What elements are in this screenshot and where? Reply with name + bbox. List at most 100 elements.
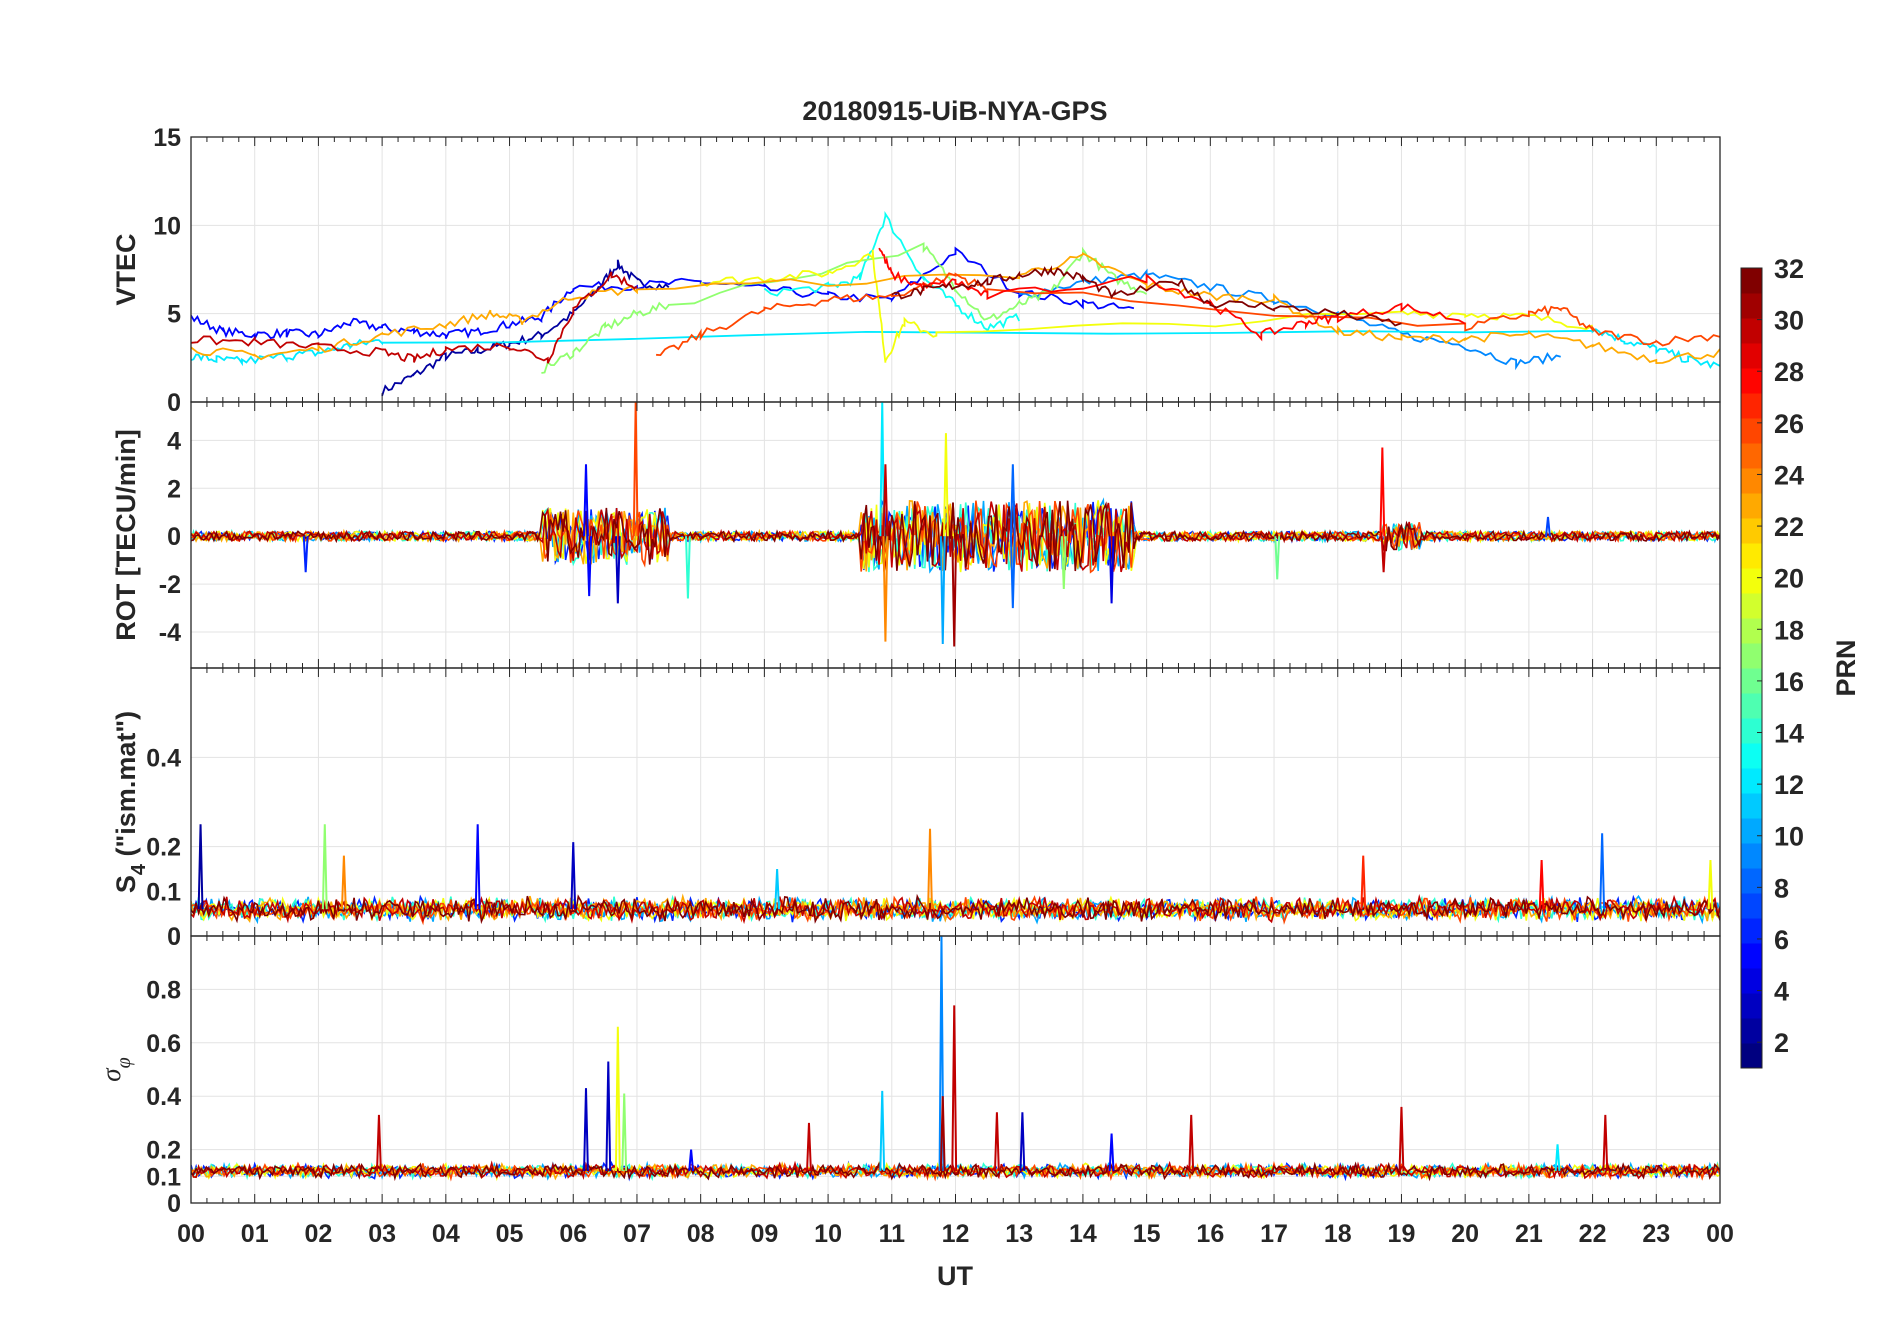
series-prn-32 xyxy=(891,265,1402,327)
colorbar-tick-label: 26 xyxy=(1774,409,1804,439)
y-tick-label: 0 xyxy=(167,523,181,551)
colorbar-swatch xyxy=(1741,468,1762,494)
colorbar-tick-label: 32 xyxy=(1774,254,1804,284)
x-tick-label: 06 xyxy=(559,1220,587,1248)
series-prn-30 xyxy=(191,271,638,364)
panel-s4: 0 0.1 0.2 0.4S4 ("ism.mat") xyxy=(111,667,1721,951)
y-tick-label: 0 xyxy=(167,923,181,951)
spike-prn-31 xyxy=(939,1096,946,1171)
spike-prn-17 xyxy=(1060,536,1067,589)
x-tick-label: 00 xyxy=(1706,1220,1734,1248)
spike-prn-16 xyxy=(1274,536,1281,580)
spike-prn-11 xyxy=(879,1090,886,1171)
colorbar-swatch xyxy=(1741,368,1762,394)
spike-prn-7 xyxy=(1545,516,1551,537)
y-tick-label: 10 xyxy=(153,212,181,240)
colorbar-swatch xyxy=(1741,793,1762,819)
colorbar-tick-label: 24 xyxy=(1774,460,1804,490)
colorbar-swatch xyxy=(1741,1018,1762,1044)
x-tick-label: 22 xyxy=(1579,1220,1607,1248)
spike-prn-30 xyxy=(993,1112,1000,1171)
series-prn-20 xyxy=(700,249,1594,363)
y-tick-label: 5 xyxy=(167,301,181,329)
y-tick-label: 2 xyxy=(167,475,181,503)
x-tick-label: 21 xyxy=(1515,1220,1543,1248)
series-prn-26 xyxy=(656,272,1720,357)
colorbar-swatch xyxy=(1741,943,1762,969)
colorbar-tick-label: 4 xyxy=(1774,977,1789,1007)
colorbar-swatch xyxy=(1741,718,1762,744)
spike-prn-26 xyxy=(632,402,639,537)
spike-prn-30 xyxy=(1602,1114,1609,1171)
colorbar-swatch xyxy=(1741,318,1762,344)
colorbar-tick-label: 16 xyxy=(1774,667,1804,697)
y-tick-label: -4 xyxy=(159,619,181,647)
spike-prn-3 xyxy=(614,536,621,604)
colorbar-swatch xyxy=(1741,743,1762,769)
colorbar-tick-label: 18 xyxy=(1774,615,1804,645)
colorbar-swatch xyxy=(1741,443,1762,469)
colorbar-tick-label: 28 xyxy=(1774,357,1804,387)
colorbar-swatch xyxy=(1741,518,1762,544)
x-tick-label: 18 xyxy=(1324,1220,1352,1248)
spike-prn-17 xyxy=(321,824,328,910)
trace-prn-32 xyxy=(191,893,1720,925)
x-tick-label: 12 xyxy=(942,1220,970,1248)
x-tick-label: 09 xyxy=(750,1220,778,1248)
spike-prn-5 xyxy=(474,824,481,910)
spike-prn-20 xyxy=(1707,860,1714,910)
x-tick-label: 14 xyxy=(1069,1220,1097,1248)
spike-prn-5 xyxy=(586,536,593,597)
panel-sigma_phi: 00.10.2 0.4 0.6 0.8 σφ xyxy=(96,935,1721,1218)
series-prn-12 xyxy=(191,328,1720,370)
x-tick-label: 13 xyxy=(1005,1220,1033,1248)
spike-prn-28 xyxy=(1379,447,1386,537)
spike-prn-6 xyxy=(302,536,309,573)
x-tick-label: 02 xyxy=(305,1220,333,1248)
spike-prn-5 xyxy=(583,464,589,537)
colorbar-swatch xyxy=(1741,693,1762,719)
y-tick-label: 15 xyxy=(153,124,181,152)
colorbar-swatch xyxy=(1741,1043,1762,1069)
spike-prn-4 xyxy=(1108,536,1115,604)
colorbar-tick-label: 10 xyxy=(1774,822,1804,852)
y-axis-label: σφ xyxy=(96,1057,135,1081)
colorbar-label: PRN xyxy=(1831,639,1861,696)
series-prn-9 xyxy=(1019,268,1561,371)
colorbar-tick-label: 14 xyxy=(1774,719,1804,749)
panel-rot: -4 -2 0 2 4 ROT [TECU/min] xyxy=(111,401,1721,669)
spike-prn-17 xyxy=(621,1093,628,1171)
x-tick-label: 19 xyxy=(1388,1220,1416,1248)
spike-prn-30 xyxy=(1188,1114,1195,1171)
y-axis-label: S4 ("ism.mat") xyxy=(111,711,150,893)
spike-prn-8 xyxy=(1009,464,1016,537)
y-axis-label: ROT [TECU/min] xyxy=(111,429,141,640)
colorbar-swatch xyxy=(1741,993,1762,1019)
colorbar-swatch xyxy=(1741,493,1762,519)
y-tick-label: 0.1 xyxy=(146,878,181,906)
spike-prn-30 xyxy=(806,1122,812,1171)
y-tick-label: -2 xyxy=(159,571,181,599)
x-tick-label: 07 xyxy=(623,1220,651,1248)
chart-title: 20180915-UiB-NYA-GPS xyxy=(802,96,1107,126)
x-axis-label: UT xyxy=(937,1261,973,1291)
spike-prn-30 xyxy=(882,464,889,537)
series-prn-28 xyxy=(878,247,1466,342)
x-tick-label: 05 xyxy=(496,1220,524,1248)
spike-prn-8 xyxy=(1009,536,1016,609)
colorbar-swatch xyxy=(1741,868,1762,894)
trace-prn-32 xyxy=(191,1161,1720,1182)
y-tick-label: 0.6 xyxy=(146,1030,181,1058)
y-tick-label: 0 xyxy=(167,389,181,417)
colorbar-swatch xyxy=(1741,568,1762,594)
spike-prn-2 xyxy=(197,824,204,910)
colorbar-swatch xyxy=(1741,343,1762,369)
x-tick-labels: 00 01 02 03 04 05 06 07 08 09 10 11 12 13 14 15 16 17 18 19… xyxy=(177,1220,1734,1248)
spike-prn-30 xyxy=(1380,536,1387,573)
x-tick-label: 08 xyxy=(687,1220,715,1248)
spike-prn-8 xyxy=(1599,833,1606,910)
x-tick-label: 17 xyxy=(1260,1220,1288,1248)
